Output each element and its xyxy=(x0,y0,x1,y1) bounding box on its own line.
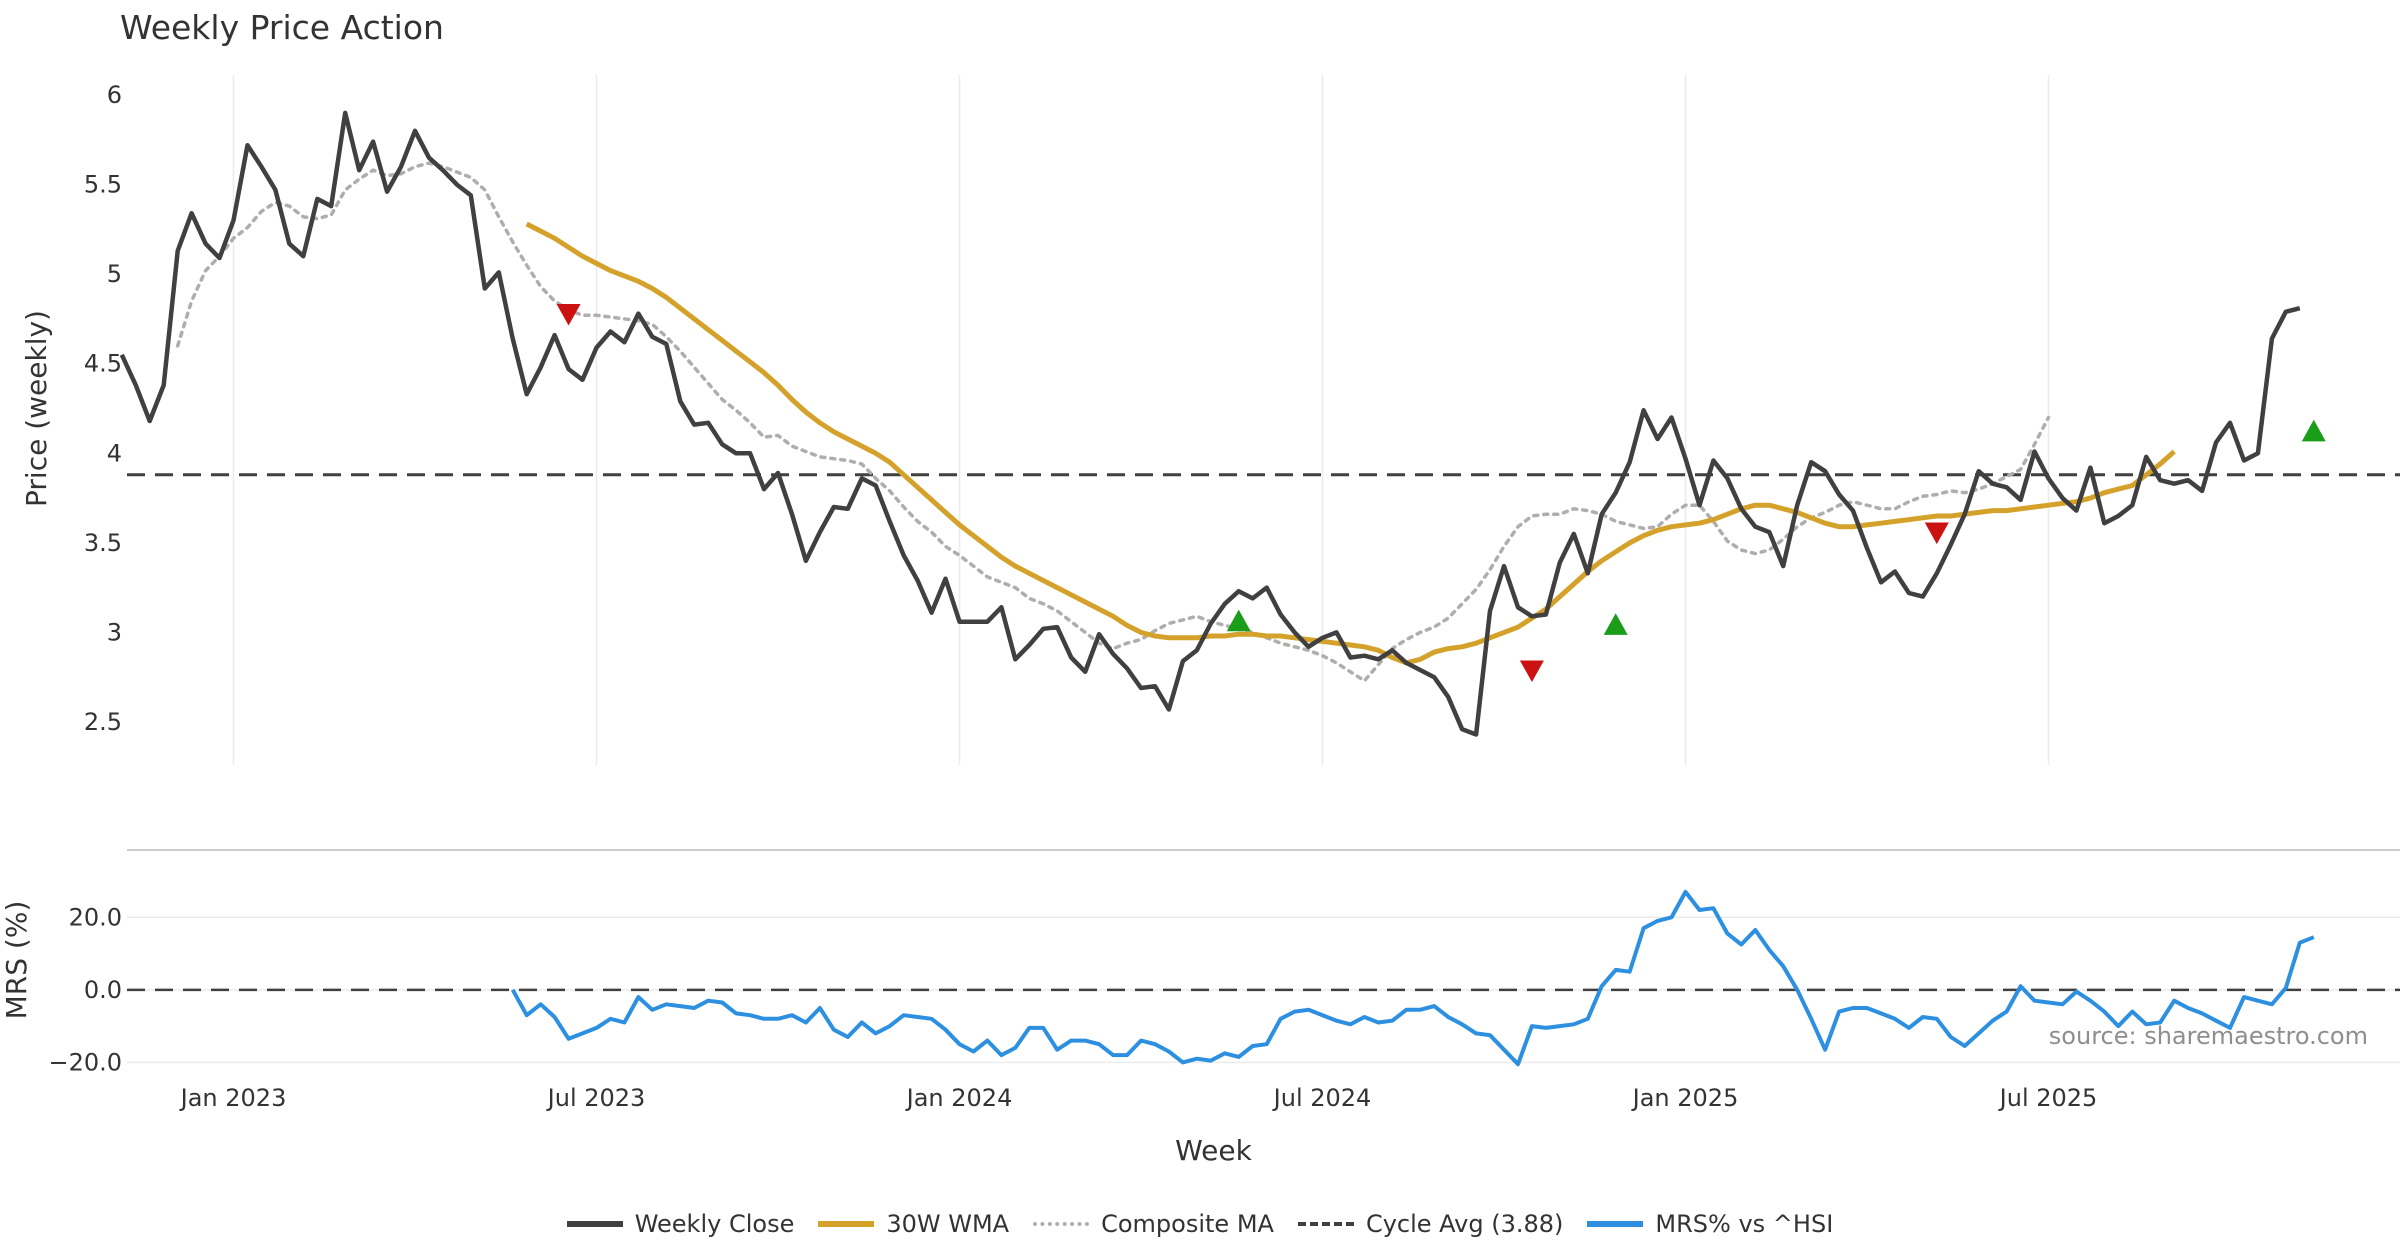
x-tick-label: Jul 2024 xyxy=(1272,1084,1372,1112)
y2-tick-label: 20.0 xyxy=(69,903,122,931)
sell-signal-marker xyxy=(1924,522,1949,545)
legend-swatch-close xyxy=(566,1221,623,1227)
y-tick-label: 5 xyxy=(107,260,122,288)
grid-lines xyxy=(127,75,2400,1064)
buy-signal-marker xyxy=(1603,613,1628,635)
x-tick-label: Jul 2025 xyxy=(1998,1084,2098,1112)
x-tick-label: Jan 2025 xyxy=(1631,1084,1739,1112)
x-tick-label: Jan 2024 xyxy=(905,1084,1013,1112)
weekly-close-line xyxy=(119,110,2301,737)
legend-swatch-mrs xyxy=(1587,1221,1644,1227)
legend-label: Cycle Avg (3.88) xyxy=(1365,1210,1564,1238)
y-tick-label: 4 xyxy=(107,439,122,467)
y-axis-title: Price (weekly) xyxy=(20,310,53,507)
y-tick-label: 4.5 xyxy=(84,350,122,378)
chart-title: Weekly Price Action xyxy=(120,8,444,47)
x-axis-title: Week xyxy=(1175,1134,1252,1167)
legend-item-cycle-avg[interactable]: Cycle Avg (3.88) xyxy=(1297,1210,1564,1238)
sell-signal-marker xyxy=(556,303,581,326)
buy-signal-marker xyxy=(1226,609,1251,632)
x-tick-label: Jan 2023 xyxy=(179,1084,287,1112)
legend-swatch-cycle xyxy=(1297,1222,1354,1226)
y2-axis-title: MRS (%) xyxy=(0,901,33,1020)
legend-item-mrs[interactable]: MRS% vs ^HSI xyxy=(1587,1210,1833,1238)
y-tick-label: 6 xyxy=(107,81,122,109)
legend-label: MRS% vs ^HSI xyxy=(1655,1210,1834,1238)
signal-markers xyxy=(556,303,2326,683)
wma-line xyxy=(525,221,2176,666)
source-label: source: sharemaestro.com xyxy=(2048,1022,2368,1050)
y2-tick-label: −20.0 xyxy=(48,1048,122,1076)
legend-label: Composite MA xyxy=(1101,1210,1274,1238)
legend: Weekly Close 30W WMA Composite MA Cycle … xyxy=(0,1210,2400,1238)
mrs-line xyxy=(510,889,2315,1067)
x-tick-label: Jul 2023 xyxy=(546,1084,646,1112)
y-tick-label: 3.5 xyxy=(84,529,122,557)
y2-tick-label: 0.0 xyxy=(84,976,122,1004)
axes: Jan 2023 Jul 2023 Jan 2024 Jul 2024 Jan 2025… xyxy=(0,81,2097,1167)
legend-label: 30W WMA xyxy=(886,1210,1010,1238)
legend-label: Weekly Close xyxy=(634,1210,795,1238)
legend-item-30w-wma[interactable]: 30W WMA xyxy=(818,1210,1009,1238)
y-tick-label: 2.5 xyxy=(84,708,122,736)
sell-signal-marker xyxy=(1519,660,1544,683)
legend-item-composite-ma[interactable]: Composite MA xyxy=(1033,1210,1274,1238)
legend-swatch-composite xyxy=(1033,1222,1090,1226)
y-tick-label: 3 xyxy=(107,618,122,646)
legend-swatch-wma xyxy=(818,1221,875,1227)
y-tick-label: 5.5 xyxy=(84,171,122,199)
legend-item-weekly-close[interactable]: Weekly Close xyxy=(566,1210,795,1238)
series-lines xyxy=(119,110,2400,1067)
buy-signal-marker xyxy=(2301,419,2326,442)
price-chart: Jan 2023 Jul 2023 Jan 2024 Jul 2024 Jan 2025… xyxy=(0,75,2400,1167)
composite-ma-line xyxy=(175,161,2051,684)
